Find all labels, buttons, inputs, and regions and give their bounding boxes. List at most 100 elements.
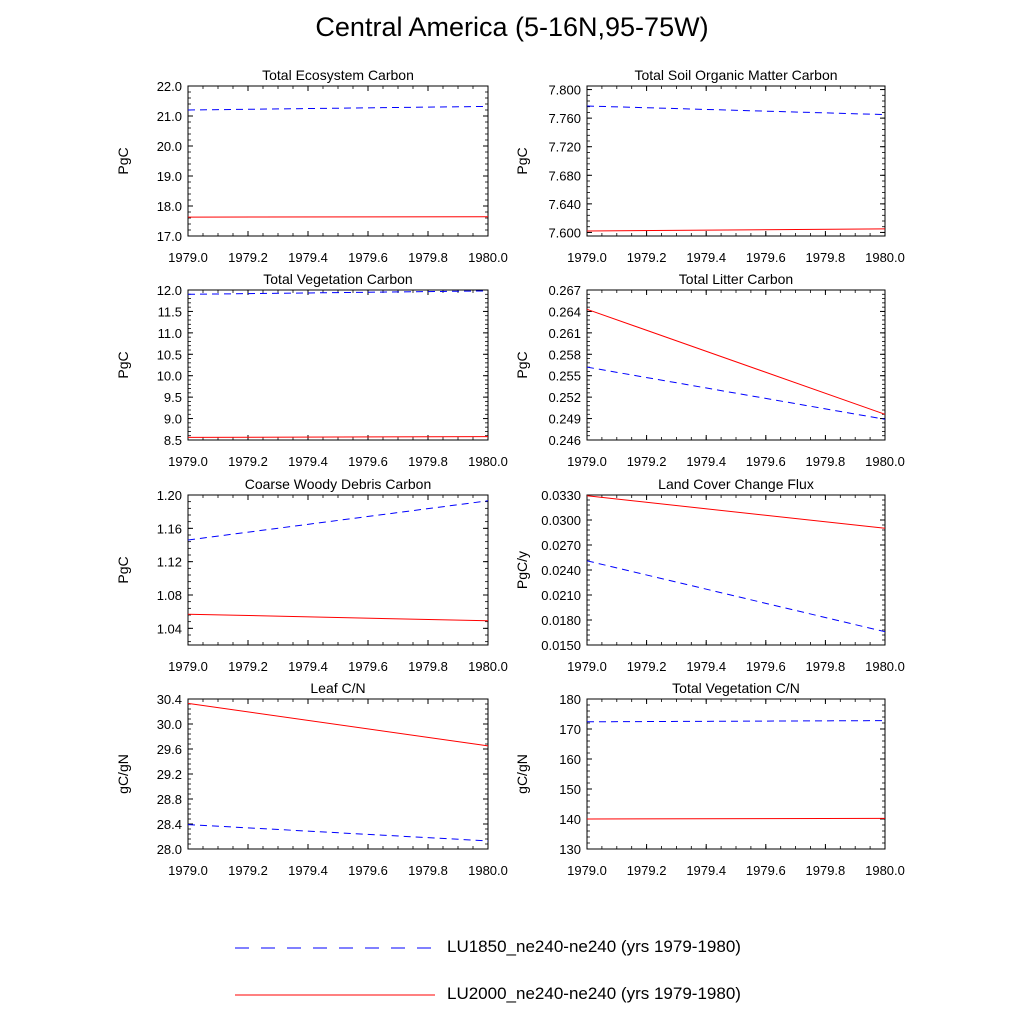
x-tick-label: 1979.0: [567, 250, 607, 265]
x-tick-label: 1980.0: [865, 659, 905, 674]
x-tick-label: 1979.2: [228, 863, 268, 878]
y-tick-label: 10.0: [157, 369, 182, 384]
x-tick-label: 1979.8: [806, 863, 846, 878]
y-tick-label: 0.264: [548, 304, 581, 319]
legend-symbol-lu1850: [235, 947, 435, 949]
plot-frame: [586, 494, 886, 646]
plot-frame: [187, 698, 489, 850]
x-tick-label: 1979.6: [348, 454, 388, 469]
y-tick-label: 0.252: [548, 390, 581, 405]
x-tick-label: 1979.6: [348, 863, 388, 878]
x-tick-label: 1980.0: [468, 863, 508, 878]
x-tick-label: 1979.2: [228, 250, 268, 265]
x-tick-label: 1979.4: [686, 863, 726, 878]
y-tick-label: 28.4: [157, 817, 182, 832]
y-tick-label: 0.261: [548, 326, 581, 341]
x-tick-label: 1979.0: [168, 863, 208, 878]
y-tick-label: 30.0: [157, 717, 182, 732]
x-tick-label: 1979.2: [627, 454, 667, 469]
y-tick-label: 0.0300: [541, 513, 581, 528]
y-axis-label: PgC: [115, 351, 131, 378]
x-tick-label: 1979.4: [288, 659, 328, 674]
y-axis-label: PgC: [115, 147, 131, 174]
y-tick-label: 0.0330: [541, 488, 581, 503]
x-tick-label: 1979.0: [168, 659, 208, 674]
x-tick-label: 1979.8: [408, 863, 448, 878]
y-axis-label: PgC/y: [514, 551, 530, 589]
panel-1: Total Soil Organic Matter Carbon PgC 1979.…: [514, 67, 905, 265]
panel-0: Total Ecosystem Carbon PgC 1979.0 1979.2 197…: [115, 67, 508, 265]
x-tick-label: 1979.8: [806, 250, 846, 265]
y-tick-label: 8.5: [164, 433, 182, 448]
x-tick-label: 1979.2: [627, 863, 667, 878]
plot-frame: [586, 289, 886, 441]
y-tick-label: 0.0150: [541, 638, 581, 653]
y-tick-label: 7.760: [548, 111, 581, 126]
series-line-lu2000: [187, 613, 489, 622]
y-tick-label: 9.5: [164, 390, 182, 405]
y-tick-label: 10.5: [157, 347, 182, 362]
y-tick-label: 7.800: [548, 83, 581, 98]
y-tick-label: 28.0: [157, 842, 182, 857]
y-tick-label: 0.246: [548, 433, 581, 448]
x-tick-label: 1979.8: [806, 659, 846, 674]
x-tick-label: 1979.0: [567, 454, 607, 469]
x-tick-label: 1979.8: [408, 659, 448, 674]
y-tick-label: 21.0: [157, 109, 182, 124]
x-tick-label: 1980.0: [865, 454, 905, 469]
y-tick-label: 9.0: [164, 412, 182, 427]
y-tick-label: 11.0: [158, 326, 182, 341]
series-line-lu2000: [586, 308, 886, 415]
y-tick-label: 7.720: [548, 140, 581, 155]
x-tick-label: 1979.4: [686, 250, 726, 265]
series-line-lu2000: [187, 702, 489, 747]
x-tick-label: 1979.6: [746, 454, 786, 469]
x-tick-label: 1979.2: [228, 659, 268, 674]
x-tick-label: 1979.8: [408, 454, 448, 469]
x-tick-label: 1979.4: [288, 863, 328, 878]
legend-symbol-lu2000: [235, 994, 435, 996]
y-tick-label: 20.0: [157, 139, 182, 154]
y-tick-label: 11.5: [158, 304, 182, 319]
y-tick-label: 0.258: [548, 347, 581, 362]
panel-title: Total Ecosystem Carbon: [262, 67, 414, 83]
y-tick-label: 0.267: [548, 283, 581, 298]
y-tick-label: 130: [559, 842, 581, 857]
panel-3: Total Litter Carbon PgC 1979.0 1979.2 1979.4…: [514, 271, 905, 469]
y-tick-label: 0.0180: [541, 613, 581, 628]
y-axis-label: PgC: [514, 147, 530, 174]
series-line-lu1850: [187, 824, 489, 842]
y-tick-label: 19.0: [157, 169, 182, 184]
series-line-lu2000: [586, 495, 886, 529]
series-line-lu1850: [187, 105, 489, 111]
panel-4: Coarse Woody Debris Carbon PgC 1979.0 1979.…: [115, 476, 508, 674]
series-line-lu1850: [586, 560, 886, 633]
y-tick-label: 18.0: [157, 199, 182, 214]
y-tick-label: 180: [559, 692, 581, 707]
x-tick-label: 1979.0: [567, 863, 607, 878]
y-tick-label: 0.255: [548, 369, 581, 384]
y-tick-label: 1.20: [157, 488, 182, 503]
series-line-lu1850: [586, 720, 886, 723]
figure-title: Central America (5-16N,95-75W): [315, 12, 709, 42]
x-tick-label: 1980.0: [468, 250, 508, 265]
plot-frame: [187, 289, 489, 441]
y-tick-label: 140: [559, 812, 581, 827]
y-tick-label: 29.2: [157, 767, 182, 782]
x-tick-label: 1979.2: [627, 250, 667, 265]
x-tick-label: 1979.6: [348, 250, 388, 265]
y-tick-label: 1.12: [157, 555, 182, 570]
y-tick-label: 1.04: [157, 621, 182, 636]
panel-2: Total Vegetation Carbon PgC 1979.0 1979.2 19…: [115, 271, 508, 469]
x-tick-label: 1979.8: [408, 250, 448, 265]
legend-label-lu1850: LU1850_ne240-ne240 (yrs 1979-1980): [447, 937, 741, 956]
y-tick-label: 150: [559, 782, 581, 797]
y-tick-label: 0.249: [548, 412, 581, 427]
y-tick-label: 30.4: [157, 692, 182, 707]
x-tick-label: 1980.0: [865, 863, 905, 878]
panel-6: Leaf C/N gC/gN 1979.0 1979.2 1979.4 1979.6 197…: [115, 680, 508, 878]
y-tick-label: 0.0210: [541, 588, 581, 603]
panel-title: Land Cover Change Flux: [658, 476, 814, 492]
x-tick-label: 1979.2: [627, 659, 667, 674]
